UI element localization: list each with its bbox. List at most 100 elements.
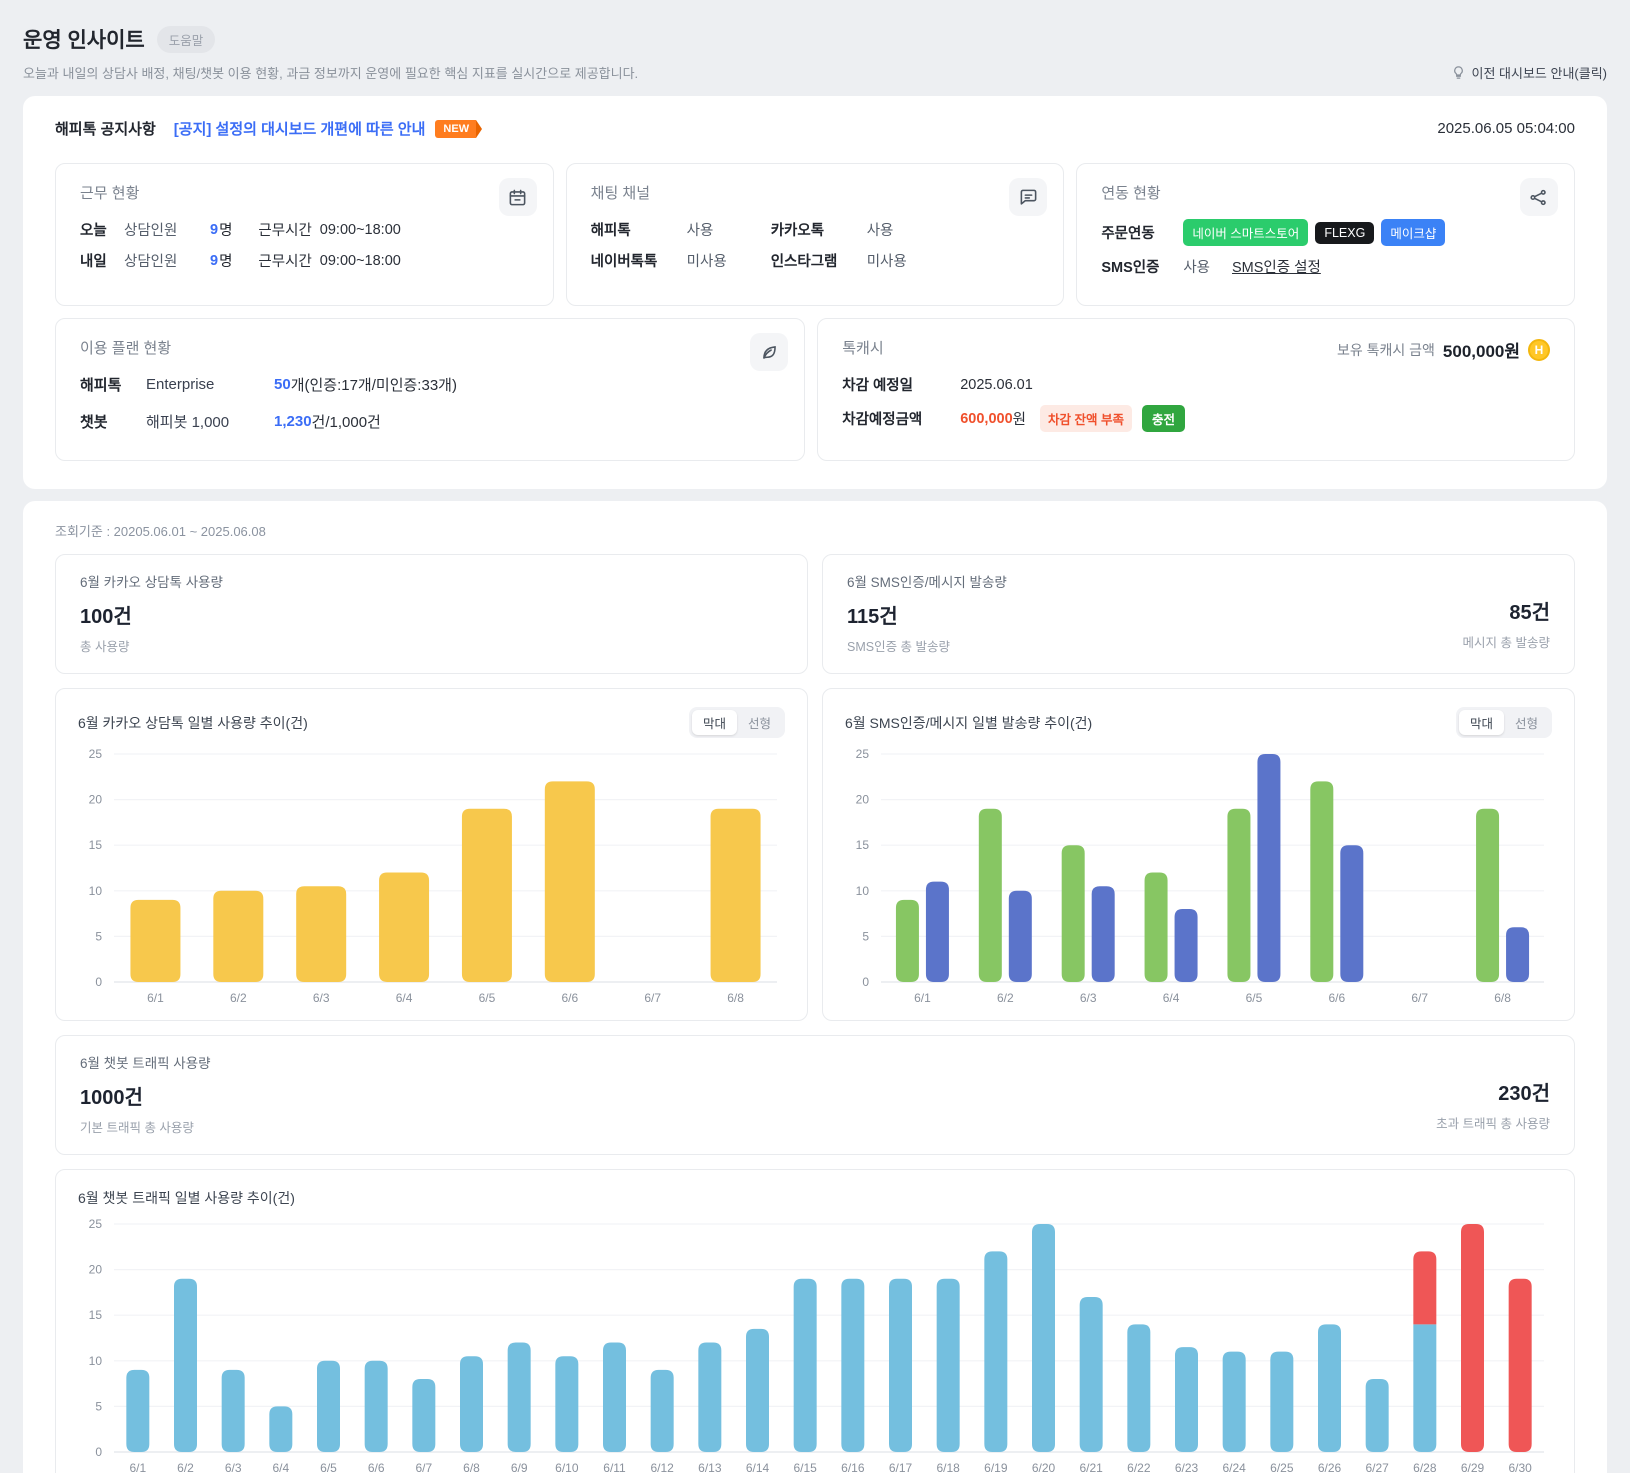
- notice-link[interactable]: [공지] 설정의 대시보드 개편에 따른 안내: [173, 121, 426, 138]
- order-integration-label: 주문연동: [1101, 226, 1155, 242]
- toggle-line-option[interactable]: 선형: [747, 717, 771, 731]
- svg-text:6/14: 6/14: [746, 1461, 770, 1473]
- order-integration-row: 주문연동 네이버 스마트스토어 FLEXG 메이크샵: [1101, 219, 1550, 246]
- svg-text:6/7: 6/7: [1411, 991, 1428, 1005]
- svg-text:6/15: 6/15: [793, 1461, 817, 1473]
- svg-text:0: 0: [95, 975, 102, 989]
- work-row-tomorrow: 내일 상담인원 9 명 근무시간 09:00~18:00: [80, 250, 529, 271]
- agent-count-value: 9: [210, 252, 219, 269]
- coin-icon: H: [1528, 338, 1550, 361]
- svg-text:6/9: 6/9: [511, 1461, 528, 1473]
- svg-text:15: 15: [856, 838, 870, 852]
- svg-text:6/7: 6/7: [644, 991, 661, 1005]
- chatbot-traffic-stat-card: 6월 챗봇 트래픽 사용량 1000건 기본 트래픽 총 사용량 230건 초과…: [55, 1035, 1575, 1155]
- work-status-card: 근무 현황 오늘 상담인원 9 명 근무시간 09:00~18:00 내일 상담…: [55, 163, 554, 306]
- work-time-value: 09:00~18:00: [319, 221, 401, 238]
- svg-text:20: 20: [89, 1263, 103, 1277]
- channel-name: 인스타그램: [770, 254, 838, 270]
- svg-text:6/1: 6/1: [914, 991, 931, 1005]
- svg-text:6/29: 6/29: [1461, 1461, 1485, 1473]
- prev-dashboard-link[interactable]: 이전 대시보드 안내(클릭): [1451, 63, 1607, 82]
- plan-type: Enterprise: [146, 376, 215, 393]
- channel-name: 해피톡: [590, 223, 631, 239]
- stat-title: 6월 카카오 상담톡 사용량: [80, 575, 223, 590]
- svg-text:6/24: 6/24: [1222, 1461, 1246, 1473]
- sms-daily-bar-chart: 0 5 10 15 20 25 6/1 6/2 6/3 6/4 6/5 6/6 6/7 6/8: [856, 747, 1544, 1005]
- svg-text:6/6: 6/6: [368, 1461, 385, 1473]
- stat-value: 100건: [80, 606, 132, 628]
- kakao-usage-stat-card: 6월 카카오 상담톡 사용량 100건 총 사용량: [55, 554, 808, 674]
- agent-count-label: 상담인원: [124, 223, 178, 239]
- notice-datetime: 2025.06.05 05:04:00: [1437, 120, 1575, 137]
- agent-count-unit: 명: [219, 223, 233, 239]
- svg-text:6/6: 6/6: [561, 991, 578, 1005]
- svg-text:0: 0: [95, 1445, 102, 1459]
- svg-text:6/28: 6/28: [1413, 1461, 1437, 1473]
- sms-settings-link[interactable]: SMS인증 설정: [1232, 260, 1321, 276]
- sms-auth-status: 사용: [1183, 260, 1211, 276]
- plan-value: 1,230: [274, 413, 312, 430]
- svg-text:10: 10: [89, 884, 103, 898]
- low-balance-badge: 차감 잔액 부족: [1040, 405, 1132, 432]
- stat-title: 6월 SMS인증/메시지 발송량: [847, 575, 1007, 590]
- svg-text:10: 10: [89, 1354, 103, 1368]
- work-status-title: 근무 현황: [80, 185, 140, 202]
- page-header: 운영 인사이트 도움말 오늘과 내일의 상담사 배정, 채팅/챗봇 이용 현황,…: [0, 0, 1630, 82]
- deduct-amount-unit: 원: [1012, 412, 1026, 428]
- chat-channels-card: 채팅 채널 해피톡 사용 카카오톡 사용 네이버톡톡 미사용 인스타그램: [565, 163, 1065, 306]
- leaf-icon: [750, 333, 789, 371]
- svg-text:6/8: 6/8: [1494, 991, 1511, 1005]
- charge-button[interactable]: 충전: [1141, 405, 1185, 432]
- chart-title: 6월 챗봇 트래픽 일별 사용량 추이(건): [78, 1190, 295, 1206]
- lightbulb-icon: [1451, 65, 1466, 80]
- integration-badge-naver: 네이버 스마트스토어: [1183, 219, 1309, 246]
- svg-text:6/3: 6/3: [225, 1461, 242, 1473]
- svg-text:6/4: 6/4: [396, 991, 413, 1005]
- work-time-label: 근무시간: [258, 254, 312, 270]
- svg-text:6/4: 6/4: [272, 1461, 289, 1473]
- chatbot-daily-chart-card: 6월 챗봇 트래픽 일별 사용량 추이(건) 0 5 10 15 20 25 6/1 6/2 6…: [55, 1169, 1575, 1473]
- svg-text:6/22: 6/22: [1127, 1461, 1151, 1473]
- stat-caption: 총 사용량: [80, 640, 130, 654]
- toggle-bar-option[interactable]: 막대: [1458, 710, 1504, 735]
- channel-status: 사용: [866, 223, 894, 239]
- svg-text:20: 20: [856, 793, 870, 807]
- kakao-daily-bar-chart: 0 5 10 15 20 25 6/1 6/2 6/3 6/4 6/5 6/6 6/7 6/8: [89, 747, 777, 1005]
- plan-type: 해피봇 1,000: [146, 414, 230, 431]
- work-time-label: 근무시간: [258, 223, 312, 239]
- stat-caption: SMS인증 총 발송량: [847, 640, 951, 654]
- svg-text:25: 25: [856, 747, 870, 761]
- channel-status: 사용: [686, 223, 714, 239]
- kakao-daily-chart-card: 6월 카카오 상담톡 일별 사용량 추이(건) 막대 선형 0 5 10 15 20 25…: [55, 688, 808, 1021]
- plan-row-happytalk: 해피톡 Enterprise 50 개(인증:17개/미인증:33개): [80, 374, 780, 395]
- plan-value: 50: [274, 376, 291, 393]
- channel-status: 미사용: [686, 254, 727, 270]
- toggle-line-option[interactable]: 선형: [1514, 717, 1538, 731]
- svg-text:15: 15: [89, 838, 103, 852]
- deduct-date-row: 차감 예정일 2025.06.01: [842, 374, 1550, 395]
- deduct-amount-row: 차감예정금액 600,000 원 차감 잔액 부족 충전: [842, 405, 1550, 432]
- plan-card: 이용 플랜 현황 해피톡 Enterprise 50 개(인증:17개/미인증:…: [55, 318, 806, 461]
- svg-text:10: 10: [856, 884, 870, 898]
- svg-text:6/4: 6/4: [1163, 991, 1180, 1005]
- deduct-amount-label: 차감예정금액: [842, 412, 923, 428]
- toggle-bar-option[interactable]: 막대: [691, 710, 737, 735]
- sms-usage-stat-card: 6월 SMS인증/메시지 발송량 115건 SMS인증 총 발송량 85건 메시…: [822, 554, 1575, 674]
- help-button[interactable]: 도움말: [156, 25, 216, 53]
- svg-text:6/20: 6/20: [1032, 1461, 1056, 1473]
- integration-card: 연동 현황 주문연동 네이버 스마트스토어 FLEXG 메이크샵 SMS인증 사…: [1076, 163, 1575, 306]
- calendar-icon: [498, 178, 537, 216]
- agent-count-label: 상담인원: [124, 254, 178, 270]
- svg-text:20: 20: [89, 793, 103, 807]
- svg-text:5: 5: [95, 1399, 102, 1413]
- stat-value-right: 85건: [1509, 602, 1550, 624]
- sms-daily-chart-card: 6월 SMS인증/메시지 일별 발송량 추이(건) 막대 선형 0 5 10 15 20…: [822, 688, 1575, 1021]
- svg-text:6/5: 6/5: [479, 991, 496, 1005]
- svg-text:6/10: 6/10: [555, 1461, 579, 1473]
- svg-text:6/23: 6/23: [1175, 1461, 1199, 1473]
- integration-badge-flexg: FLEXG: [1315, 221, 1375, 244]
- svg-text:6/6: 6/6: [1328, 991, 1345, 1005]
- svg-text:6/30: 6/30: [1508, 1461, 1532, 1473]
- plan-product: 해피톡: [80, 377, 122, 394]
- svg-text:6/5: 6/5: [320, 1461, 337, 1473]
